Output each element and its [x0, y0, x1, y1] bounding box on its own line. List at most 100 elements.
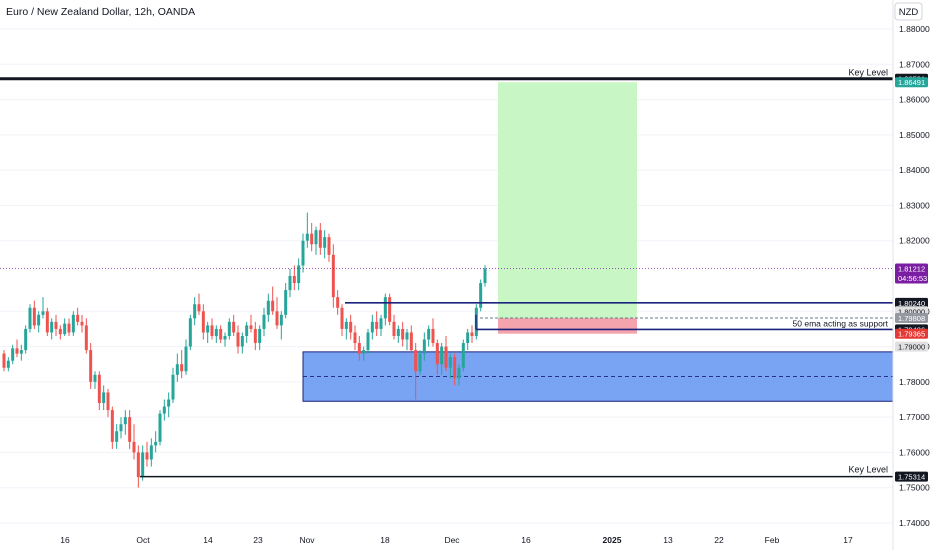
candle-body — [158, 413, 162, 442]
candle-body — [344, 321, 348, 329]
candle-body — [253, 328, 257, 344]
candle-body — [193, 304, 197, 319]
candle-body — [45, 311, 49, 333]
candle-body — [370, 321, 374, 333]
candle-body — [422, 339, 426, 354]
candle-body — [266, 300, 270, 315]
candle-body — [227, 321, 231, 336]
y-tick-label: 1.87000 — [899, 59, 930, 69]
candle-body — [405, 332, 409, 340]
key-level-label-lower: Key Level — [848, 465, 888, 475]
candle-body — [349, 321, 353, 333]
candle-body — [102, 392, 106, 404]
candle-body — [383, 297, 387, 319]
candle-body — [245, 325, 249, 336]
y-tick-label: 1.84000 — [899, 165, 930, 175]
candle-body — [19, 350, 23, 354]
loss-zone — [498, 318, 637, 334]
candle-body — [154, 441, 158, 446]
price-tag: 1.79000 — [895, 341, 928, 352]
candle-body — [80, 321, 84, 326]
candle-series — [2, 212, 487, 488]
candle-body — [453, 357, 457, 379]
candle-body — [89, 350, 93, 382]
profit-zone — [498, 82, 637, 319]
candle-body — [301, 240, 305, 266]
candle-body — [106, 392, 110, 411]
candle-body — [223, 335, 227, 340]
candle-body — [162, 406, 166, 414]
price-tag: 1.79365 — [895, 328, 928, 339]
price-tag: 1.80240 — [895, 297, 928, 308]
price-tag-text: 1.79365 — [898, 330, 925, 339]
candle-body — [396, 328, 400, 336]
x-tick-label: 16 — [60, 535, 70, 545]
candle-body — [401, 328, 405, 340]
candle-body — [357, 343, 361, 354]
ema-support-label: 50 ema acting as support — [793, 318, 889, 328]
candle-body — [297, 265, 301, 284]
candle-body — [375, 321, 379, 329]
candle-body — [180, 364, 184, 372]
candle-body — [184, 346, 188, 372]
candle-body — [258, 328, 262, 344]
y-tick-label: 1.75000 — [899, 483, 930, 493]
y-tick-label: 1.74000 — [899, 518, 930, 528]
x-tick-label: 22 — [714, 535, 724, 545]
candle-body — [28, 307, 32, 329]
candle-body — [318, 230, 322, 248]
time-axis[interactable]: 16 Oct 14 23 Nov 18 Dec 16 2025 13 22 Feb 17 — [60, 535, 853, 545]
candle-body — [32, 307, 36, 326]
candle-body — [84, 325, 88, 351]
y-tick-label: 1.86000 — [899, 95, 930, 105]
candle-body — [440, 346, 444, 365]
trend-lines — [0, 77, 893, 478]
candle-body — [167, 399, 171, 407]
x-tick-label: 17 — [843, 535, 853, 545]
price-tag-text: 1.86491 — [898, 78, 925, 87]
price-tag-bg — [895, 328, 928, 339]
candle-body — [6, 360, 10, 368]
candle-body — [206, 325, 210, 333]
candle-body — [63, 323, 67, 335]
price-tag-text: 1.79808 — [898, 314, 925, 323]
candle-body — [110, 410, 114, 442]
currency-badge-box — [894, 2, 923, 21]
y-tick-label: 1.76000 — [899, 447, 930, 457]
key-level-label-upper: Key Level — [848, 68, 888, 78]
candle-body — [11, 348, 15, 361]
candle-body — [210, 325, 214, 336]
x-tick-label: 13 — [663, 535, 673, 545]
candle-body — [457, 367, 461, 379]
candle-body — [461, 343, 465, 368]
x-tick-label: Dec — [444, 535, 460, 545]
candle-body — [310, 233, 314, 245]
candle-body — [392, 321, 396, 336]
price-tag: 1.79808 — [895, 313, 928, 324]
currency-badge[interactable]: NZD — [894, 2, 923, 21]
candle-body — [249, 325, 253, 329]
price-tag-bg — [895, 77, 928, 88]
candle-body — [240, 335, 244, 347]
candle-body — [188, 318, 192, 347]
candle-body — [58, 328, 62, 335]
y-tick-label: 1.82000 — [899, 236, 930, 246]
candle-body — [76, 314, 80, 322]
candle-body — [132, 441, 136, 453]
candle-body — [444, 346, 448, 368]
candle-body — [145, 452, 149, 460]
candle-body — [409, 332, 413, 351]
candle-body — [136, 452, 140, 478]
candle-body — [340, 307, 344, 329]
x-tick-label: 23 — [253, 535, 263, 545]
candle-body — [275, 311, 279, 326]
x-tick-label: 14 — [203, 535, 213, 545]
x-tick-label: Oct — [136, 535, 150, 545]
candle-body — [414, 350, 418, 372]
candle-body — [37, 314, 41, 326]
candle-body — [271, 300, 275, 312]
candle-body — [418, 353, 422, 372]
price-tag-bg — [895, 471, 928, 482]
y-tick-label: 1.78000 — [899, 377, 930, 387]
